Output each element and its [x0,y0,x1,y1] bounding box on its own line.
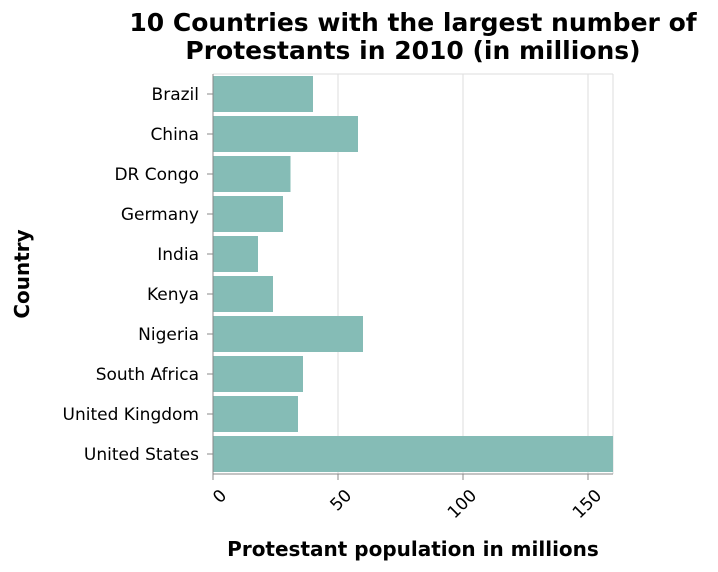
y-tick-label-dr-congo: DR Congo [114,165,199,185]
bar-united-kingdom [213,396,298,432]
y-tick-label-nigeria: Nigeria [138,325,199,345]
bar-south-africa [213,356,303,392]
y-axis-title: Country [10,229,34,318]
y-tick-label-united-kingdom: United Kingdom [63,405,199,425]
bar-united-states [213,436,613,472]
y-tick-label-brazil: Brazil [152,85,199,105]
bar-dr-congo [213,156,291,192]
bar-germany [213,196,283,232]
x-tick-label-0: 0 [209,486,231,508]
x-tick-label-50: 50 [327,486,356,515]
y-tick-label-china: China [150,125,199,145]
y-tick-label-germany: Germany [121,205,199,225]
bar-china [213,116,358,152]
x-tick-label-100: 100 [444,486,481,523]
bar-india [213,236,258,272]
y-tick-label-south-africa: South Africa [96,365,199,385]
y-tick-label-united-states: United States [84,445,199,465]
bar-nigeria [213,316,363,352]
bar-kenya [213,276,273,312]
y-tick-label-india: India [157,245,199,265]
x-tick-label-150: 150 [569,486,606,523]
chart-title: 10 Countries with the largest number of … [129,8,697,65]
chart-title-line-1: 10 Countries with the largest number of [129,8,697,37]
x-axis-title: Protestant population in millions [227,537,599,561]
bar-brazil [213,76,313,112]
bars [213,76,613,472]
axes [212,74,613,475]
chart-title-line-2: Protestants in 2010 (in millions) [185,36,640,65]
x-axis-ticks: 0 50 100 150 [209,474,606,523]
y-axis-ticks: Brazil China DR Congo Germany India Kenya Nige… [63,85,213,465]
y-tick-label-kenya: Kenya [147,285,199,305]
